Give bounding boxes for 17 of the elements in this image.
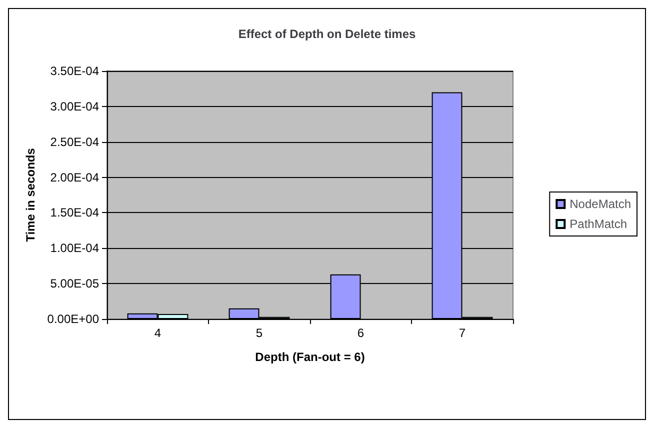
y-tick-label: 2.00E-04	[50, 170, 100, 184]
y-axis-title: Time in seconds	[23, 148, 38, 242]
y-tick-label: 2.50E-04	[50, 134, 100, 149]
x-tick-label: 6	[357, 326, 364, 340]
x-axis-title: Depth (Fan-out = 6)	[255, 350, 365, 364]
legend-label: NodeMatch	[570, 197, 632, 211]
y-tick-label: 5.00E-05	[50, 276, 100, 291]
y-tick-label: 0.00E+00	[47, 312, 100, 326]
y-tick-label: 1.00E-04	[50, 241, 100, 256]
y-tick-label: 3.50E-04	[50, 64, 100, 78]
y-tick-label: 3.00E-04	[50, 99, 100, 114]
x-tick-label: 5	[256, 326, 263, 340]
chart-title: Effect of Depth on Delete times	[238, 27, 416, 41]
x-tick-label: 7	[458, 326, 466, 340]
legend-label: PathMatch	[570, 217, 628, 231]
x-tick-label: 4	[154, 326, 162, 340]
y-tick-label: 1.50E-04	[50, 206, 100, 220]
